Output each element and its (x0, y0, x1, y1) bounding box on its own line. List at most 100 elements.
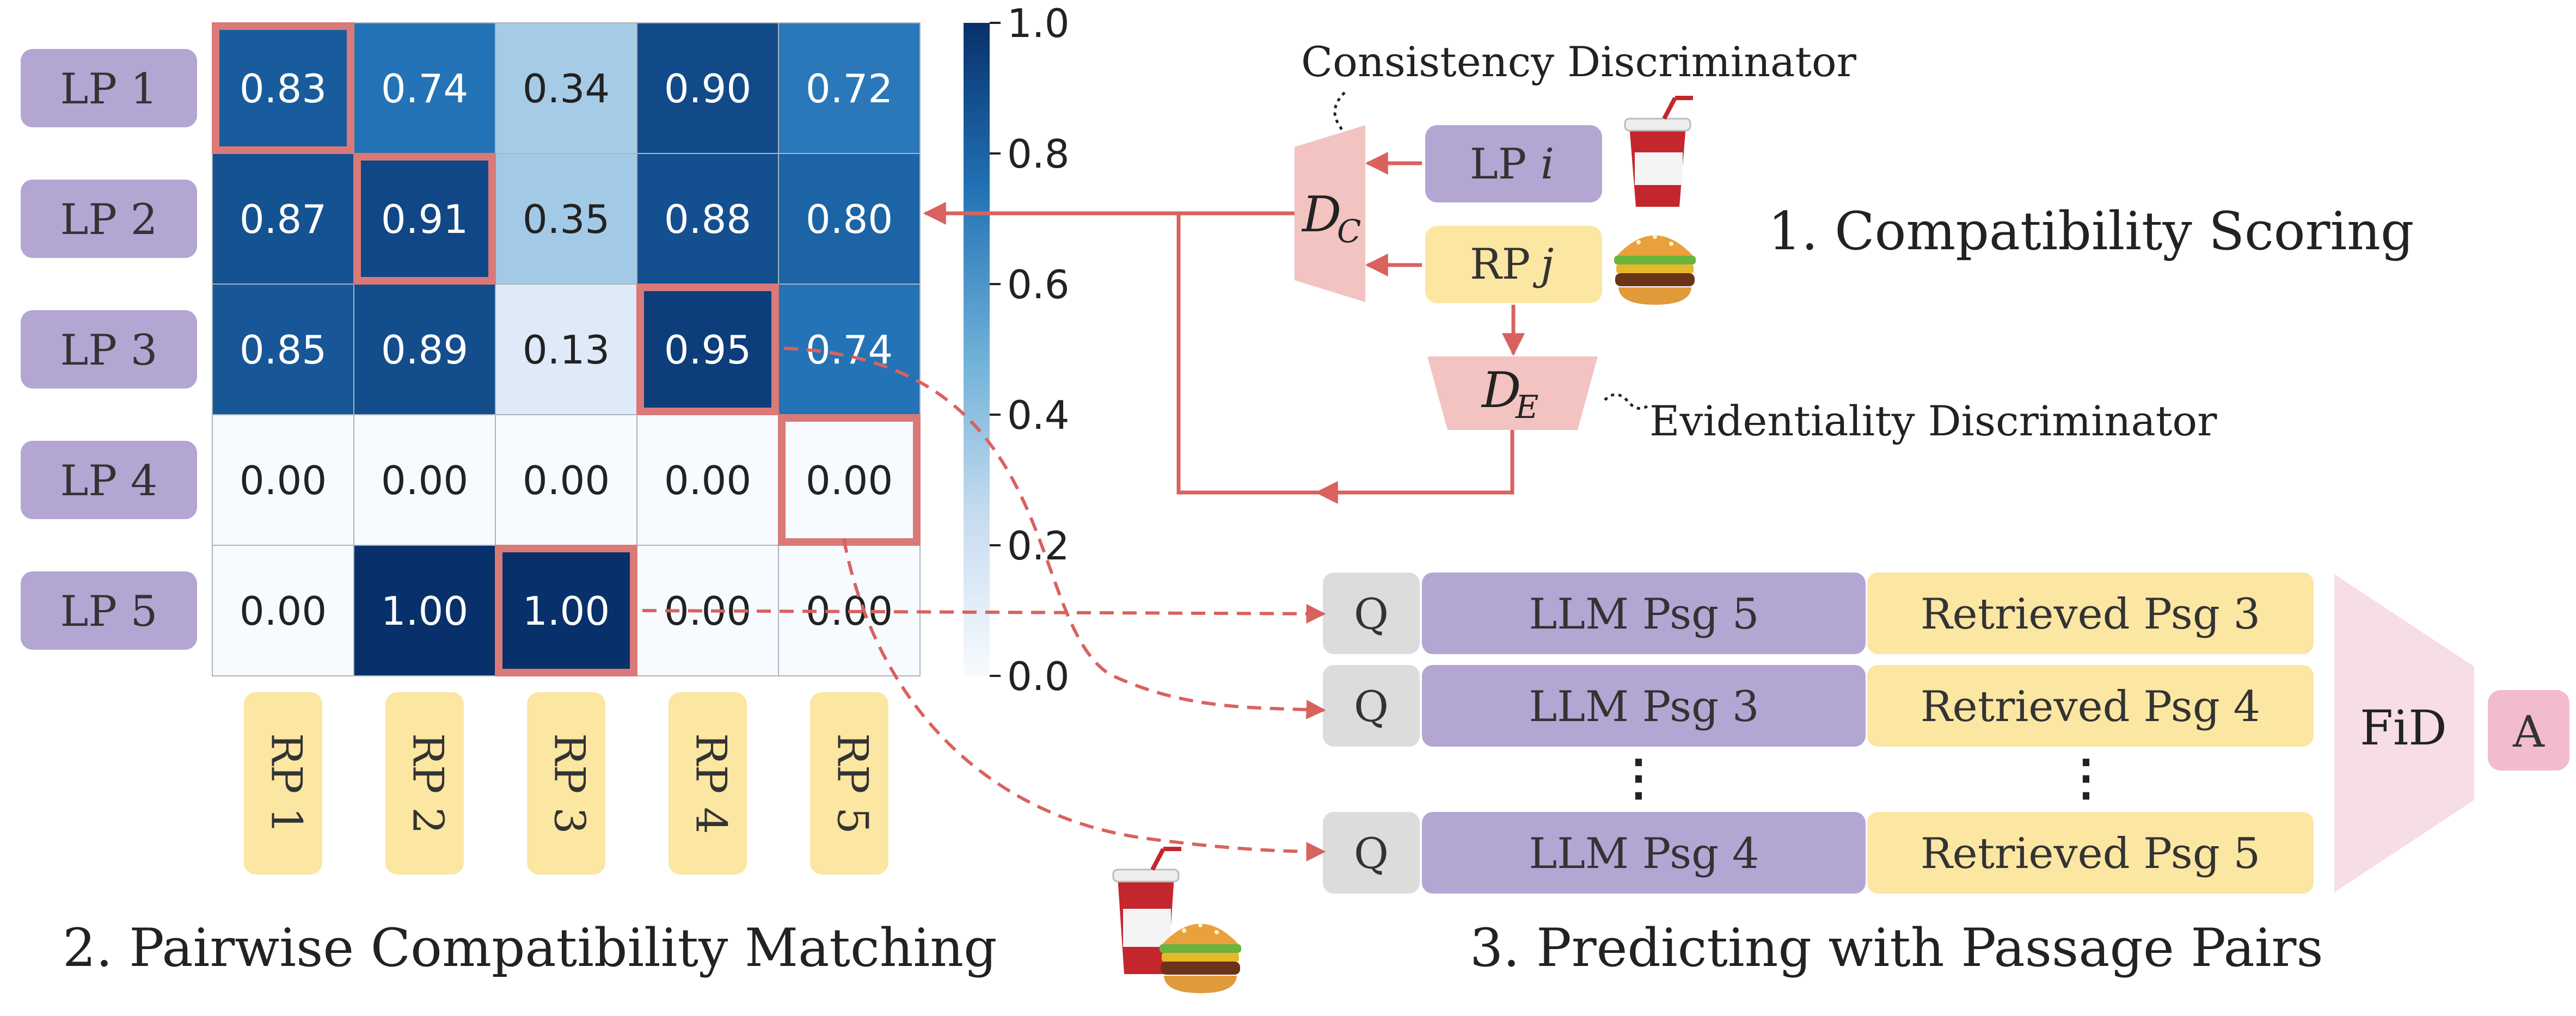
heatmap-cell (636, 414, 779, 546)
highlighted-cell (353, 153, 496, 285)
rp-j-input (1425, 226, 1602, 303)
consistency-discriminator-subscript: C (1337, 213, 1361, 250)
heatmap-cell (778, 22, 921, 154)
heatmap-cell-value: 0.72 (806, 66, 893, 112)
heatmap-cell (353, 545, 496, 676)
heatmap-cell-value: 1.00 (381, 588, 468, 634)
heatmap-cell-value: 0.00 (381, 458, 468, 503)
predicting-section: 3. Predicting with Passage Pairs FiD A Q… (1323, 572, 2569, 978)
lp-i-variable: i (1541, 140, 1554, 189)
row-label: LP 3 (60, 326, 158, 375)
llm-passage-label: LLM Psg 5 (1529, 590, 1759, 639)
heatmap-cell-value: 0.85 (240, 327, 327, 373)
lp-i-prefix: LP (1470, 140, 1526, 189)
heatmap-cell-value: 0.34 (523, 66, 610, 112)
row-label-box (21, 49, 197, 127)
row-label-box (21, 180, 197, 258)
question-label: Q (1354, 829, 1389, 878)
evidentiality-discriminator-shape (1427, 356, 1598, 430)
column-label-box (810, 692, 888, 875)
colorbar-tick-label: 0.4 (1007, 392, 1070, 438)
consistency-discriminator-title: Consistency Discriminator (1301, 38, 1857, 86)
column-labels: RP 1 RP 2 RP 3 RP 4 RP 5 (244, 692, 888, 875)
answer-box (2488, 690, 2569, 771)
heatmap-cell-value: 0.00 (523, 458, 610, 503)
heatmap-cell-value: 0.95 (664, 327, 751, 373)
question-label: Q (1354, 682, 1389, 731)
burger-icon (1160, 923, 1241, 993)
heatmap-cell (778, 284, 921, 415)
column-label: RP 3 (545, 733, 594, 834)
highlighted-cell (212, 22, 354, 154)
colorbar-tick-label: 0.2 (1007, 523, 1070, 569)
question-label: Q (1354, 590, 1389, 639)
matching-highlights (212, 22, 921, 676)
question-box (1323, 572, 1420, 654)
heatmap-cell-value: 0.00 (240, 458, 327, 503)
consistency-discriminator-symbol: D (1301, 186, 1341, 243)
heatmap-cell (636, 284, 779, 415)
colorbar: 1.0 0.8 0.6 0.4 0.2 0.0 (964, 1, 1070, 699)
retrieved-passage-box (1867, 572, 2314, 654)
heatmap-cell (495, 284, 637, 415)
colorbar-tick-label: 1.0 (1007, 1, 1070, 46)
heatmap-cell (353, 284, 496, 415)
heatmap-cell (495, 545, 637, 676)
heatmap-cell (495, 153, 637, 285)
row-labels: LP 1 LP 2 LP 3 LP 4 LP 5 (21, 49, 197, 650)
question-box (1323, 812, 1420, 894)
heatmap-cell (353, 153, 496, 285)
heatmap-cell-value: 0.13 (523, 327, 610, 373)
column-label: RP 4 (686, 733, 735, 834)
heatmap-cell-value: 0.91 (381, 196, 468, 242)
retrieved-passage-label: Retrieved Psg 5 (1921, 829, 2260, 878)
lp-i-input (1425, 125, 1602, 202)
heatmap-cell-value: 0.88 (664, 196, 751, 242)
colorbar-tick-label: 0.8 (1007, 131, 1070, 177)
retrieved-passage-box (1867, 812, 2314, 894)
column-label-box (244, 692, 322, 875)
llm-ellipsis: ⋮ (1614, 749, 1663, 806)
heatmap-cell (212, 22, 354, 154)
compatibility-scoring-section: 1. Compatibility Scoring Consistency Dis… (923, 38, 2414, 504)
fid-label: FiD (2360, 700, 2447, 756)
evidentiality-discriminator-title: Evidentiality Discriminator (1649, 397, 2217, 445)
row-label: LP 4 (60, 457, 158, 506)
row-label: LP 1 (60, 65, 158, 114)
column-label-box (668, 692, 747, 875)
heatmap-cell-value: 0.80 (806, 196, 893, 242)
heatmap-cell (495, 414, 637, 546)
connector-lp3-rp4 (783, 347, 1326, 719)
heatmap-cell (212, 545, 354, 676)
passage-pair-rows: Q LLM Psg 5 Retrieved Psg 3 Q LLM Psg 3 Retri… (1323, 572, 2314, 894)
heatmap-cell-value: 0.00 (240, 588, 327, 634)
colorbar-tick-label: 0.0 (1007, 654, 1070, 699)
question-box (1323, 665, 1420, 747)
llm-passage-label: LLM Psg 3 (1529, 682, 1759, 731)
evidentiality-discriminator-subscript: E (1515, 389, 1538, 426)
heatmap-cell-value: 0.90 (664, 66, 751, 112)
burger-icon (1614, 235, 1696, 305)
connector-lp4-rp5 (842, 538, 1326, 861)
evidentiality-feedback-line (1176, 213, 1514, 495)
section-label-matching: 2. Pairwise Compatibility Matching (63, 918, 997, 978)
heatmap-cell (353, 22, 496, 154)
retrieved-ellipsis: ⋮ (2062, 749, 2111, 806)
highlighted-cell (636, 284, 779, 415)
answer-label: A (2512, 706, 2545, 757)
heatmap-cell (636, 153, 779, 285)
column-label: RP 5 (828, 733, 877, 834)
row-label: LP 5 (60, 587, 158, 636)
evidentiality-discriminator-symbol: D (1481, 362, 1521, 419)
colorbar-gradient (964, 23, 990, 676)
highlighted-cell (778, 414, 921, 546)
heatmap-cell-value: 0.00 (806, 458, 893, 503)
row-label-box (21, 310, 197, 389)
fid-shape (2334, 574, 2474, 892)
heatmap-cell-value: 0.89 (381, 327, 468, 373)
drink-icon (1624, 96, 1693, 207)
column-label: RP 2 (403, 733, 452, 834)
heatmap-cell-value: 0.87 (240, 196, 327, 242)
